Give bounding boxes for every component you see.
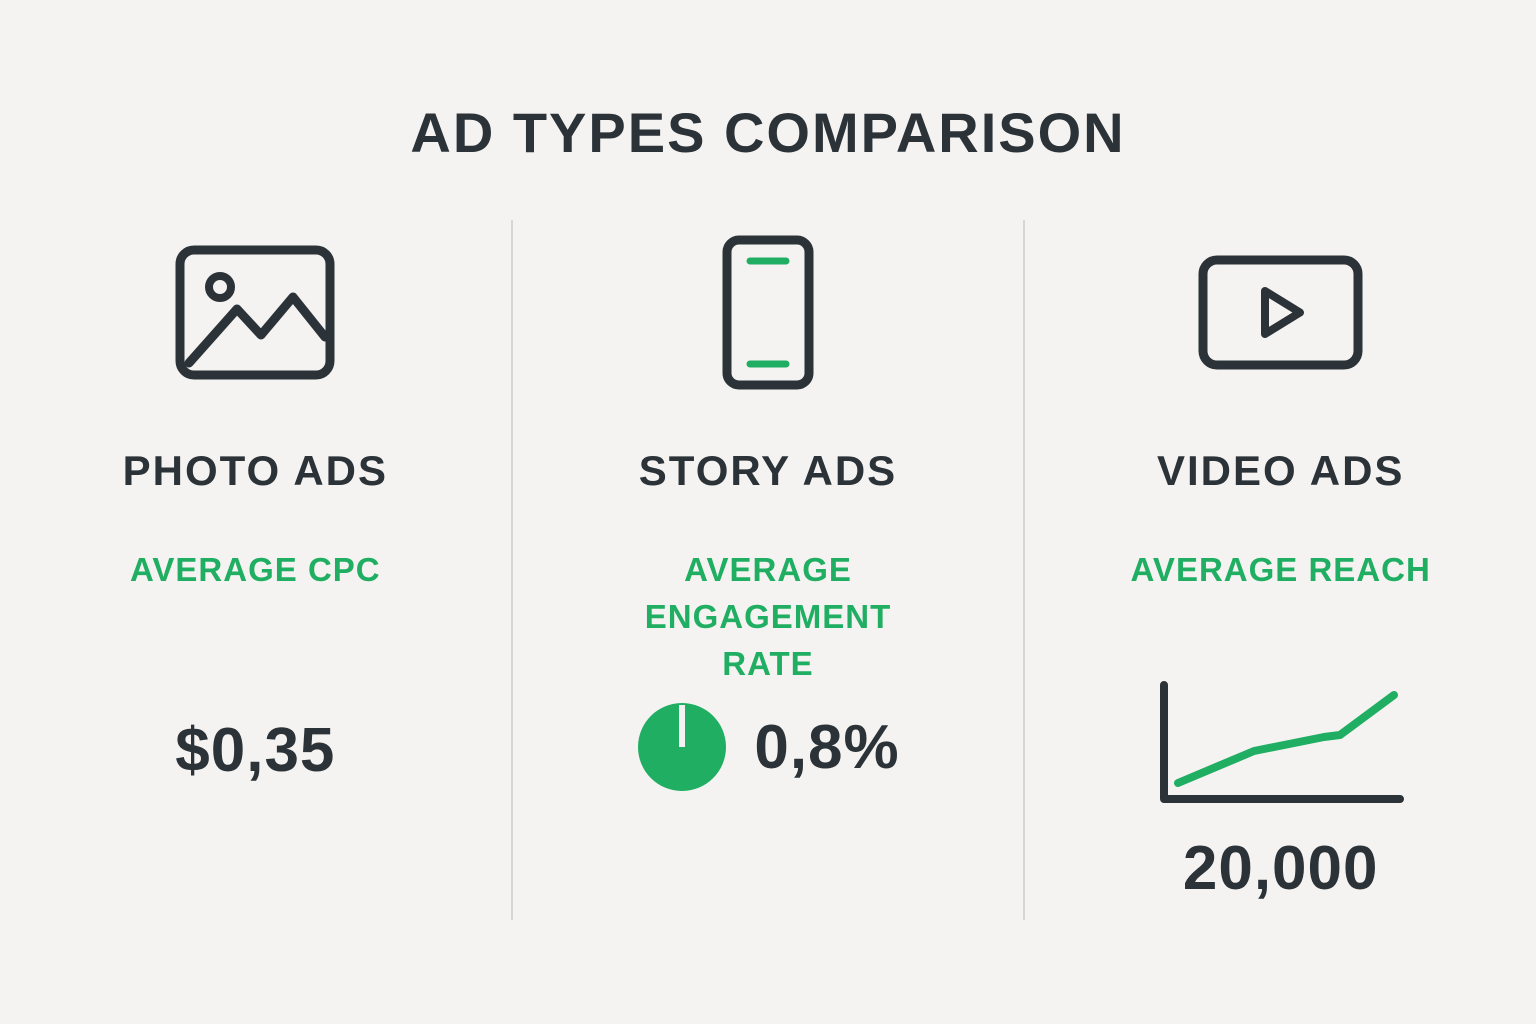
ad-type-name: PHOTO ADS (122, 447, 389, 494)
column-video-ads: VIDEO ADS AVERAGE REACH 20,000 (1025, 220, 1536, 920)
phone-story-icon (722, 220, 814, 405)
metric-label: AVERAGE CPC (130, 551, 381, 588)
line-chart-icon (1156, 679, 1406, 807)
metric-value: $0,35 (175, 716, 336, 785)
video-play-icon (1198, 220, 1363, 405)
photo-icon (175, 220, 335, 405)
ad-type-name: VIDEO ADS (1156, 447, 1405, 494)
metric-label: AVERAGE REACH (1130, 551, 1431, 588)
columns-row: PHOTO ADS AVERAGE CPC $0,35 STORY ADS AV… (0, 220, 1536, 920)
metric-value: 20,000 (1182, 834, 1379, 903)
column-photo-ads: PHOTO ADS AVERAGE CPC $0,35 (0, 220, 513, 920)
metric-label: AVERAGE ENGAGEMENT RATE (644, 551, 892, 682)
page-title: AD TYPES COMPARISON (410, 101, 1126, 164)
metric-value: 0,8% (754, 712, 900, 782)
ad-type-name: STORY ADS (638, 447, 898, 494)
column-story-ads: STORY ADS AVERAGE ENGAGEMENT RATE 0,8% (513, 220, 1026, 920)
pie-chart-icon (636, 701, 728, 793)
value-row: 0,8% (636, 701, 899, 793)
